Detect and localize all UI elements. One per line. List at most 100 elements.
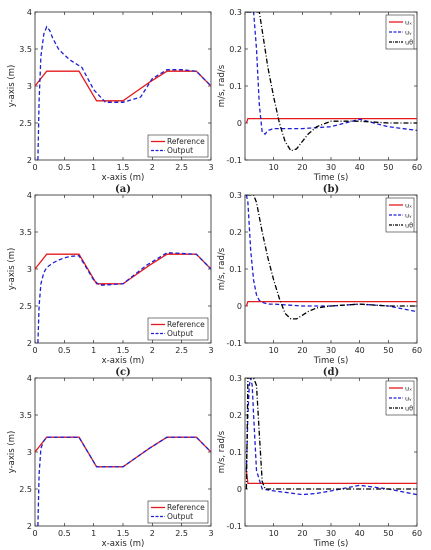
legend-label: Output xyxy=(167,329,193,338)
legend-label: Output xyxy=(167,146,193,155)
y-tick-label: -0.1 xyxy=(226,522,242,531)
y-tick-label: 3 xyxy=(27,265,32,274)
legend-box xyxy=(147,500,209,524)
series-line-1 xyxy=(245,195,417,313)
x-tick-label: 2 xyxy=(150,529,155,538)
series-line-0 xyxy=(245,300,417,307)
y-tick-label: 0.2 xyxy=(229,411,242,420)
x-tick-label: 60 xyxy=(412,163,422,172)
x-axis-label: x-axis (m) xyxy=(102,356,145,366)
y-tick-label: 0.2 xyxy=(229,228,242,237)
x-tick-label: 50 xyxy=(383,346,393,355)
series-line-1 xyxy=(37,436,211,526)
chart-panel-f: 10 20 30 40 50 60 -0.1 0 0.1 0.2 0.3 Time (s) m/s, r… xyxy=(217,374,422,549)
legend-box xyxy=(147,317,209,341)
x-tick-label: 3 xyxy=(208,529,213,538)
series-line-1 xyxy=(37,25,211,160)
y-tick-label: 0.2 xyxy=(229,45,242,54)
series-line-1 xyxy=(245,378,417,496)
x-tick-label: 0 xyxy=(32,163,37,172)
x-tick-label: 1 xyxy=(91,529,96,538)
x-tick-label: 10 xyxy=(269,529,279,538)
y-tick-label: 3.5 xyxy=(19,411,32,420)
x-tick-label: 1.5 xyxy=(117,163,130,172)
x-tick-label: 50 xyxy=(383,529,393,538)
y-tick-label: 0.1 xyxy=(229,82,242,91)
x-tick-label: 60 xyxy=(412,346,422,355)
x-tick-label: 1 xyxy=(91,163,96,172)
x-tick-label: 2 xyxy=(150,346,155,355)
y-tick-label: 2 xyxy=(27,522,32,531)
panel-caption: (a) xyxy=(115,184,131,195)
x-tick-label: 40 xyxy=(355,346,365,355)
legend-label: uθ xyxy=(405,405,413,413)
y-tick-label: 0.1 xyxy=(229,448,242,457)
chart-panel-b: 10 20 30 40 50 60 -0.1 0 0.1 0.2 0.3 Time (s) m/s, r… xyxy=(217,8,422,195)
x-tick-label: 2 xyxy=(150,163,155,172)
y-tick-label: -0.1 xyxy=(226,339,242,348)
legend-label: uθ xyxy=(405,222,413,230)
series-line-0 xyxy=(35,70,211,102)
x-tick-label: 0.5 xyxy=(58,163,71,172)
y-tick-label: 2 xyxy=(27,339,32,348)
x-tick-label: 2.5 xyxy=(175,346,188,355)
y-tick-label: 4 xyxy=(27,374,32,383)
chart-panel-c: 0 0.5 1 1.5 2 2.5 3 2 2.5 3 3.5 4 x-axis (m) y-axis (… xyxy=(7,191,214,378)
y-tick-label: 0.1 xyxy=(229,265,242,274)
x-tick-label: 2.5 xyxy=(175,163,188,172)
x-tick-label: 0.5 xyxy=(58,529,71,538)
legend-label: uᵧ xyxy=(405,395,412,403)
chart-panel-e: 0 0.5 1 1.5 2 2.5 3 2 2.5 3 3.5 4 x-axis (m) y-axis (… xyxy=(7,374,214,549)
y-axis-label: y-axis (m) xyxy=(7,431,17,474)
y-tick-label: 3 xyxy=(27,448,32,457)
x-tick-label: 3 xyxy=(208,163,213,172)
y-tick-label: 4 xyxy=(27,8,32,17)
x-tick-label: 2.5 xyxy=(175,529,188,538)
x-tick-label: 30 xyxy=(326,163,336,172)
series-line-1 xyxy=(37,252,211,343)
x-tick-label: 20 xyxy=(297,346,307,355)
y-tick-label: 2.5 xyxy=(19,302,32,311)
legend-label: uₓ xyxy=(405,202,412,210)
legend-label: uᵧ xyxy=(405,29,412,37)
chart-panel-d: 10 20 30 40 50 60 -0.1 0 0.1 0.2 0.3 Time (s) m/s, r… xyxy=(217,191,422,378)
x-tick-label: 20 xyxy=(297,529,307,538)
x-tick-label: 1 xyxy=(91,346,96,355)
y-tick-label: 2.5 xyxy=(19,119,32,128)
y-tick-label: 0.3 xyxy=(229,191,242,200)
series-line-0 xyxy=(245,470,417,485)
panel-caption: (d) xyxy=(323,367,339,378)
legend-label: Reference xyxy=(167,137,205,146)
series-line-2 xyxy=(246,195,417,320)
series-line-1 xyxy=(246,12,417,135)
x-tick-label: 20 xyxy=(297,163,307,172)
y-tick-label: 3.5 xyxy=(19,45,32,54)
y-axis-label: m/s, rad/s xyxy=(217,247,227,290)
x-axis-label: x-axis (m) xyxy=(102,173,145,183)
y-axis-label: m/s, rad/s xyxy=(217,64,227,107)
x-tick-label: 1.5 xyxy=(117,346,130,355)
legend-label: Reference xyxy=(167,320,205,329)
y-tick-label: 0.3 xyxy=(229,8,242,17)
legend-box xyxy=(385,197,415,233)
y-tick-label: 4 xyxy=(27,191,32,200)
y-axis-label: y-axis (m) xyxy=(7,248,17,291)
legend-label: Reference xyxy=(167,503,205,512)
x-tick-label: 10 xyxy=(269,346,279,355)
x-tick-label: 1.5 xyxy=(117,529,130,538)
y-tick-label: -0.1 xyxy=(226,156,242,165)
x-axis-label: Time (s) xyxy=(313,173,349,183)
legend-label: uₓ xyxy=(405,385,412,393)
series-line-0 xyxy=(245,117,417,124)
x-tick-label: 40 xyxy=(355,529,365,538)
y-tick-label: 2 xyxy=(27,156,32,165)
y-tick-label: 2.5 xyxy=(19,485,32,494)
x-tick-label: 0 xyxy=(32,529,37,538)
x-axis-label: Time (s) xyxy=(313,539,349,549)
x-tick-label: 30 xyxy=(326,346,336,355)
x-tick-label: 30 xyxy=(326,529,336,538)
chart-panel-a: 0 0.5 1 1.5 2 2.5 3 2 2.5 3 3.5 4 x-axis (m) y-axis (… xyxy=(7,8,214,195)
x-tick-label: 0.5 xyxy=(58,346,71,355)
legend-label: Output xyxy=(167,512,193,521)
